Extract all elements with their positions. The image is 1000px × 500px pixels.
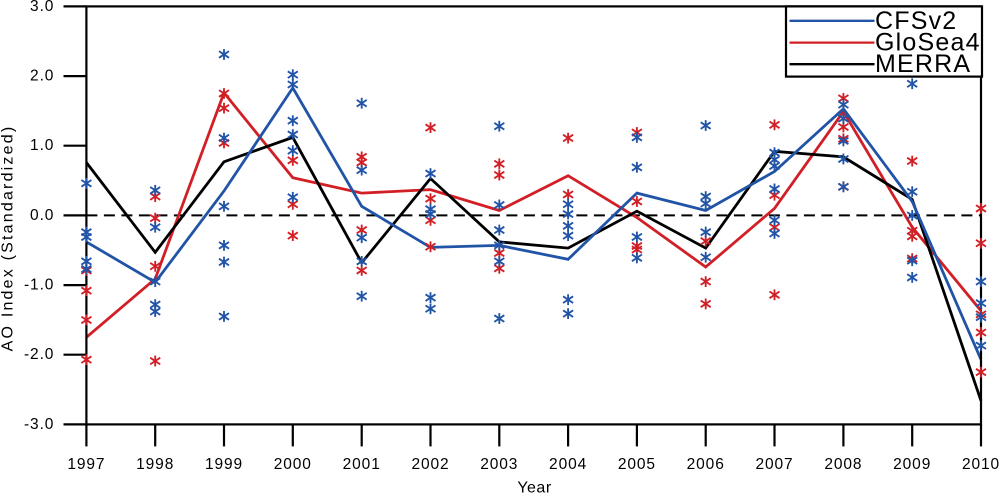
svg-text:-1.0: -1.0 <box>24 277 54 294</box>
svg-text:0.0: 0.0 <box>30 207 54 224</box>
svg-text:2.0: 2.0 <box>30 68 54 85</box>
svg-text:1997: 1997 <box>67 456 105 473</box>
svg-text:1.0: 1.0 <box>30 137 54 154</box>
svg-text:GloSea4: GloSea4 <box>875 29 981 57</box>
svg-text:-2.0: -2.0 <box>24 346 54 363</box>
svg-text:2008: 2008 <box>824 456 862 473</box>
svg-text:CFSv2: CFSv2 <box>875 7 957 35</box>
svg-text:1999: 1999 <box>205 456 243 473</box>
svg-text:2006: 2006 <box>687 456 725 473</box>
svg-text:2000: 2000 <box>274 456 312 473</box>
svg-text:1998: 1998 <box>136 456 174 473</box>
svg-text:2007: 2007 <box>755 456 793 473</box>
svg-text:3.0: 3.0 <box>30 0 54 15</box>
svg-text:2005: 2005 <box>618 456 656 473</box>
svg-text:2010: 2010 <box>962 456 1000 473</box>
svg-text:2009: 2009 <box>893 456 931 473</box>
svg-text:2002: 2002 <box>411 456 449 473</box>
svg-text:2003: 2003 <box>480 456 518 473</box>
svg-text:AO Index (Standardized): AO Index (Standardized) <box>0 125 17 352</box>
svg-text:2004: 2004 <box>549 456 587 473</box>
svg-text:Year: Year <box>517 480 552 496</box>
svg-text:MERRA: MERRA <box>875 50 971 78</box>
svg-text:-3.0: -3.0 <box>24 416 54 433</box>
svg-text:2001: 2001 <box>343 456 381 473</box>
